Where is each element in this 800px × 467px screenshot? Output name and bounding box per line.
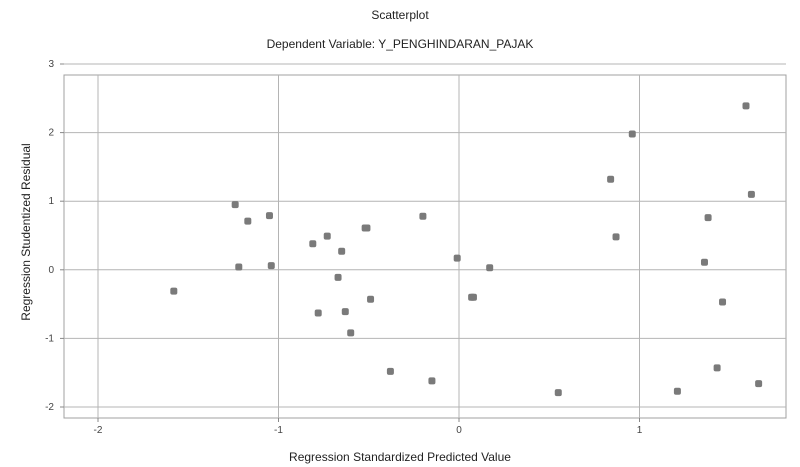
scatter-point	[347, 329, 355, 337]
x-tick-label: 1	[637, 425, 643, 436]
x-tick-label: -1	[274, 425, 283, 436]
x-axis-label: Regression Standardized Predicted Value	[289, 450, 511, 464]
scatter-point	[338, 247, 346, 255]
scatter-point	[314, 309, 322, 317]
scatter-point	[235, 263, 243, 271]
scatter-point	[419, 212, 427, 220]
scatter-point	[453, 254, 461, 262]
plot-frame	[63, 74, 787, 419]
scatter-point	[755, 380, 763, 388]
scatter-point	[704, 214, 712, 222]
scatter-point	[363, 224, 371, 232]
scatter-point	[231, 201, 239, 209]
x-tick-label: -2	[94, 425, 103, 436]
scatter-point	[367, 295, 375, 303]
scatter-point	[554, 389, 562, 397]
scatter-point	[719, 298, 727, 306]
scatter-point	[170, 287, 178, 295]
scatter-point	[267, 262, 275, 270]
scatter-point	[612, 233, 620, 241]
y-tick-label: 0	[48, 265, 54, 276]
scatter-point	[309, 240, 317, 248]
chart-title: Scatterplot	[371, 8, 429, 22]
scatter-point	[628, 130, 636, 138]
scatter-point	[265, 212, 273, 220]
y-tick-label: 3	[48, 59, 54, 70]
chart-subtitle: Dependent Variable: Y_PENGHINDARAN_PAJAK	[266, 37, 534, 51]
y-tick-label: -1	[45, 333, 54, 344]
scatter-point	[713, 364, 721, 372]
scatter-point	[428, 377, 436, 385]
scatter-point	[742, 102, 750, 110]
scatter-point	[334, 273, 342, 281]
scatter-point	[244, 217, 252, 225]
scatter-point	[323, 232, 331, 240]
x-tick-label: 0	[456, 425, 462, 436]
y-tick-label: 1	[48, 196, 54, 207]
scatter-point	[386, 367, 394, 375]
y-tick-label: 2	[48, 128, 54, 139]
scatter-point	[700, 258, 708, 266]
y-tick-label: -2	[45, 402, 54, 413]
scatter-point	[607, 175, 615, 183]
scatter-point	[469, 293, 477, 301]
scatter-point	[486, 264, 494, 272]
scatter-point	[341, 308, 349, 316]
scatter-point	[747, 190, 755, 198]
scatter-point	[673, 387, 681, 395]
